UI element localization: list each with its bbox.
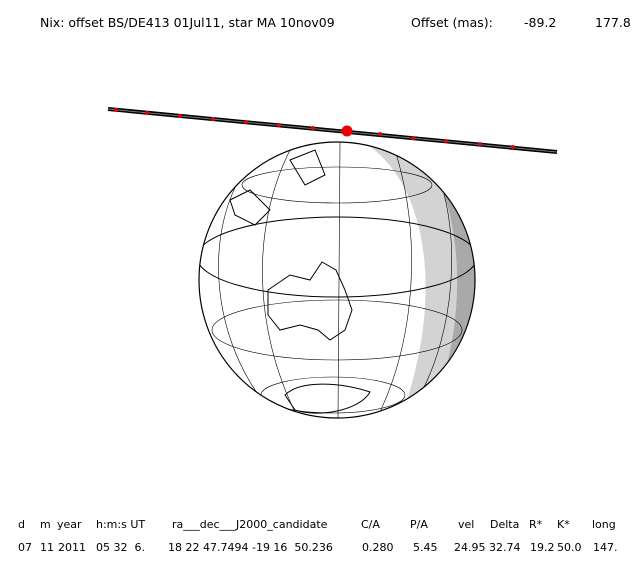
column-header: vel: [458, 518, 474, 531]
column-header: R*: [529, 518, 543, 531]
column-value: 147.: [593, 541, 618, 554]
offset-value: 177.8: [595, 15, 631, 30]
column-value: 19.2: [530, 541, 555, 554]
column-header: long: [592, 518, 616, 531]
column-header: year: [57, 518, 82, 531]
offset-value: -89.2: [524, 15, 556, 30]
column-header: ra___dec___J2000_candidate: [172, 518, 328, 531]
info-table: d m year h:m:s UT ra___dec___J2000_candidate…: [18, 518, 618, 554]
column-header: Delta: [490, 518, 519, 531]
offset-label: Offset (mas):: [411, 15, 493, 30]
column-header: d: [18, 518, 25, 531]
column-value: 11: [40, 541, 54, 554]
column-header: P/A: [410, 518, 428, 531]
column-value: 07: [18, 541, 32, 554]
column-header: h:m:s UT: [96, 518, 145, 531]
globe: [198, 141, 476, 419]
column-value: 50.0: [557, 541, 582, 554]
column-header: m: [40, 518, 51, 531]
column-header: C/A: [361, 518, 380, 531]
column-header: K*: [557, 518, 570, 531]
column-value: 18 22 47.7494 -19 16 50.236: [168, 541, 333, 554]
occultation-track: [107, 107, 558, 154]
column-value: 32.74: [489, 541, 521, 554]
column-value: 2011: [58, 541, 86, 554]
column-value: 5.45: [413, 541, 438, 554]
title: Nix: offset BS/DE413 01Jul11, star MA 10…: [40, 15, 335, 30]
column-value: 0.280: [362, 541, 394, 554]
column-value: 24.95: [454, 541, 486, 554]
column-value: 05 32 6.: [96, 541, 145, 554]
